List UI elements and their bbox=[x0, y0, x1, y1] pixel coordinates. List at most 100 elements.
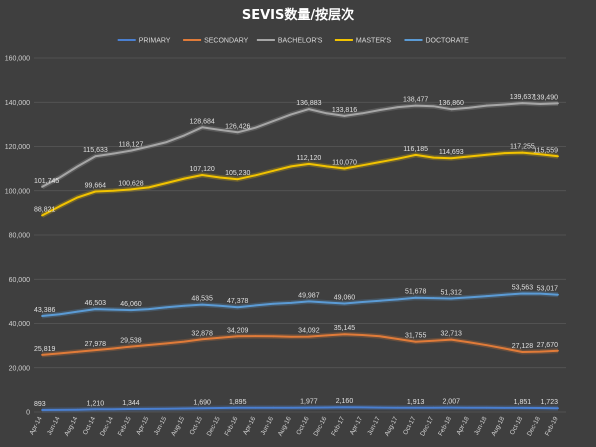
series-point bbox=[219, 336, 221, 339]
data-label: 115,633 bbox=[83, 147, 108, 154]
data-label: 35,145 bbox=[334, 325, 356, 332]
data-label: 27,128 bbox=[512, 343, 534, 350]
series-group bbox=[40, 100, 559, 413]
data-label: 136,860 bbox=[439, 100, 464, 107]
series-point bbox=[307, 335, 310, 338]
x-tick-label: Oct-18 bbox=[509, 415, 525, 436]
x-tick-label: Oct-17 bbox=[402, 415, 418, 436]
series-point bbox=[183, 134, 186, 137]
data-label: 1,913 bbox=[407, 399, 425, 406]
series-point bbox=[468, 106, 470, 109]
series-point bbox=[557, 155, 559, 158]
series-point bbox=[414, 296, 417, 299]
series-point bbox=[254, 335, 257, 338]
data-label: 128,684 bbox=[189, 118, 214, 125]
data-label: 27,670 bbox=[537, 342, 559, 349]
series-point bbox=[76, 310, 79, 313]
series-point bbox=[557, 407, 559, 410]
x-tick-label: Jun-17 bbox=[366, 415, 382, 436]
series-point bbox=[521, 292, 524, 295]
series-point bbox=[432, 406, 435, 409]
series-point bbox=[254, 174, 257, 177]
data-label: 112,120 bbox=[296, 155, 321, 162]
series-point bbox=[254, 304, 257, 307]
series-point bbox=[343, 406, 346, 409]
series-point bbox=[396, 157, 399, 160]
series-point bbox=[379, 161, 381, 163]
data-label: 1,690 bbox=[193, 399, 211, 406]
legend: PRIMARY SECONDARY BACHELOR'S MASTER'S DOCTOR… bbox=[117, 38, 470, 45]
series-point bbox=[94, 408, 97, 411]
x-tick-label: Jun-14 bbox=[46, 415, 62, 436]
x-tick-label: Jun-15 bbox=[153, 415, 169, 436]
series-point bbox=[307, 108, 310, 111]
series-point bbox=[147, 344, 150, 346]
data-label: 1,895 bbox=[229, 399, 247, 406]
y-tick-label: 140,000 bbox=[5, 100, 30, 107]
data-label: 88,821 bbox=[34, 206, 56, 213]
y-axis: 0 20,000 40,000 60,000 80,000 100,000 120,000 1… bbox=[5, 56, 30, 417]
series-point bbox=[76, 408, 79, 411]
series-point bbox=[325, 112, 328, 115]
series-point bbox=[379, 406, 381, 409]
series-point bbox=[58, 352, 61, 355]
series-point bbox=[539, 292, 542, 295]
data-label: 43,386 bbox=[34, 307, 56, 314]
series-point bbox=[183, 340, 186, 343]
series-point bbox=[290, 335, 293, 338]
series-point bbox=[539, 407, 542, 409]
series-point bbox=[450, 406, 453, 409]
x-tick-label: Dec-18 bbox=[526, 415, 542, 437]
series-point bbox=[361, 112, 364, 115]
series-point bbox=[290, 113, 293, 116]
y-tick-label: 20,000 bbox=[9, 365, 31, 372]
series-point bbox=[396, 106, 399, 109]
series-point bbox=[147, 145, 150, 148]
series-point bbox=[236, 335, 239, 338]
series-point bbox=[343, 302, 346, 305]
series-point bbox=[112, 152, 115, 155]
data-label: 139,490 bbox=[533, 94, 558, 101]
series-point bbox=[201, 126, 204, 129]
x-tick-label: Feb-19 bbox=[544, 415, 560, 437]
x-tick-label: Aug-18 bbox=[490, 415, 506, 437]
y-tick-label: 100,000 bbox=[5, 188, 30, 195]
series-point bbox=[503, 347, 506, 350]
series-point bbox=[236, 131, 239, 134]
series-point bbox=[94, 349, 97, 351]
data-label: 32,713 bbox=[441, 331, 463, 338]
series-point bbox=[325, 301, 328, 304]
x-tick-label: Oct-14 bbox=[82, 415, 98, 436]
series-line bbox=[41, 406, 559, 411]
series-point bbox=[147, 408, 150, 410]
series-line bbox=[41, 151, 559, 217]
series-point bbox=[94, 190, 97, 193]
series-point bbox=[503, 103, 506, 106]
series-point bbox=[539, 153, 542, 156]
data-label: 53,017 bbox=[537, 286, 559, 293]
series-point bbox=[236, 406, 239, 409]
data-label: 34,092 bbox=[298, 328, 320, 335]
x-tick-label: Feb-17 bbox=[330, 415, 346, 437]
x-tick-label: Oct-15 bbox=[189, 415, 205, 436]
series-point bbox=[432, 339, 435, 342]
data-label: 114,693 bbox=[439, 149, 464, 156]
series-point bbox=[343, 115, 346, 117]
y-tick-label: 40,000 bbox=[9, 321, 31, 328]
legend-label: DOCTORATE bbox=[426, 38, 470, 45]
data-label: 893 bbox=[34, 401, 46, 408]
data-label: 27,978 bbox=[85, 341, 107, 348]
data-labels: 893 1,210 1,344 1,690 1,895 1,977 2,160 1,913 2,… bbox=[34, 94, 558, 408]
series-point bbox=[343, 333, 346, 336]
series-point bbox=[41, 315, 43, 317]
series-point bbox=[165, 306, 168, 309]
x-tick-label: Aug-17 bbox=[384, 415, 400, 437]
series-point bbox=[450, 108, 453, 111]
data-label: 32,878 bbox=[191, 330, 213, 337]
x-tick-label: Jun-18 bbox=[473, 415, 489, 436]
series-point bbox=[236, 178, 239, 181]
data-label: 117,255 bbox=[510, 144, 535, 151]
series-point bbox=[201, 174, 204, 176]
